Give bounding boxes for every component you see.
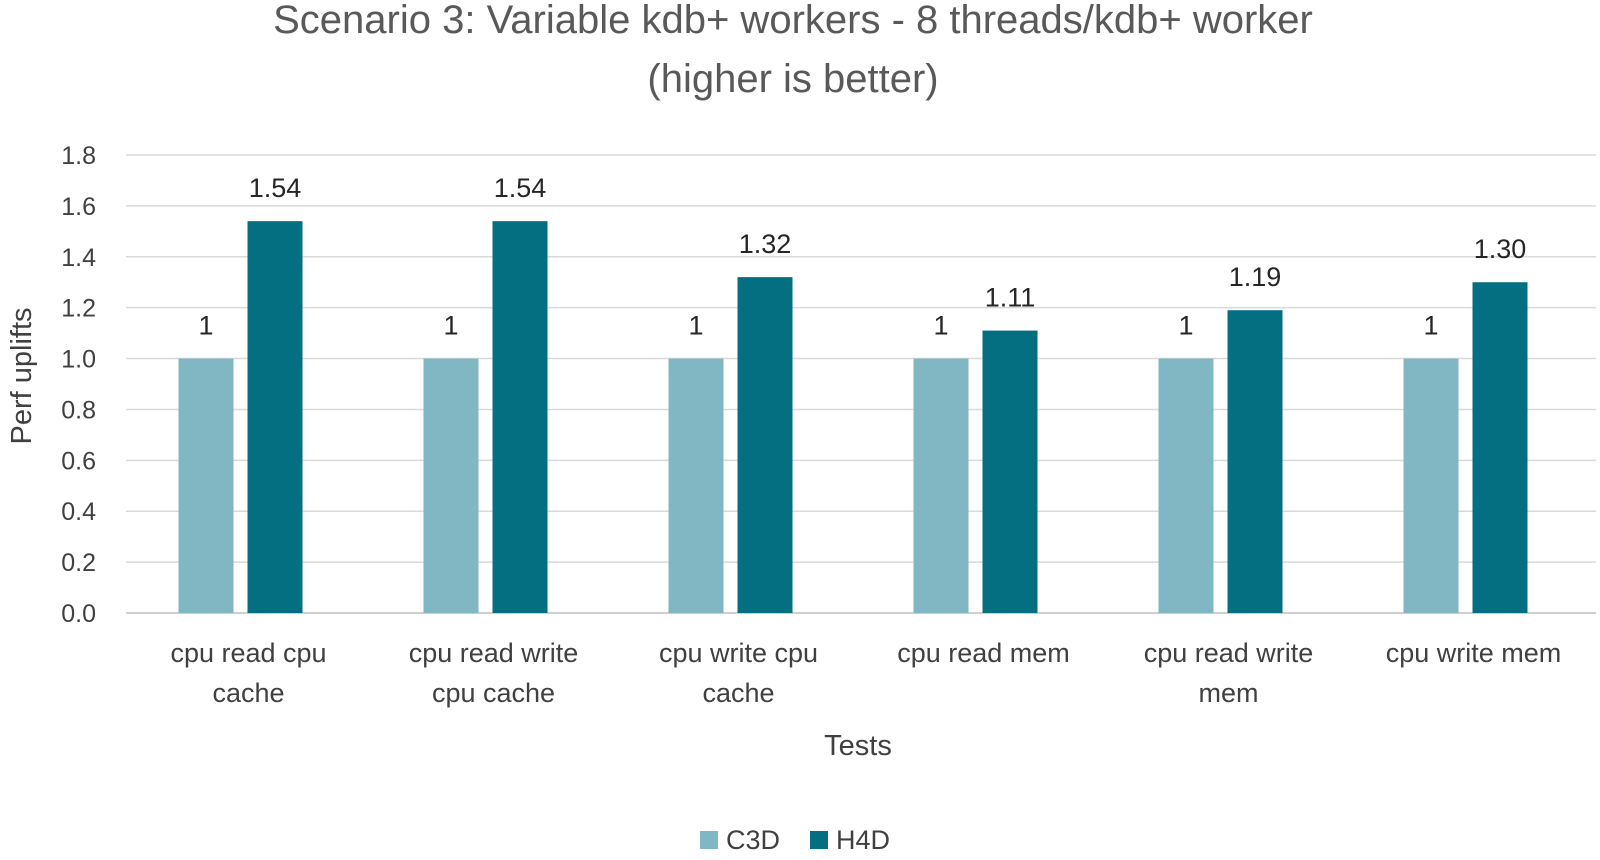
y-tick-label: 0.0 <box>61 600 96 628</box>
legend-swatch-h4d <box>810 831 828 849</box>
legend-swatch-c3d <box>700 831 718 849</box>
y-tick-label: 1.6 <box>61 193 96 221</box>
bar-c3d-3 <box>913 358 969 613</box>
x-category-label: cpu read write cpu cache <box>409 638 579 708</box>
x-category-label: cpu write mem <box>1386 638 1562 668</box>
data-label-c3d-4: 1 <box>1178 311 1193 341</box>
data-label-c3d-1: 1 <box>443 311 458 341</box>
y-tick-label: 0.2 <box>61 549 96 577</box>
data-label-h4d-3: 1.11 <box>985 283 1036 313</box>
data-label-c3d-0: 1 <box>198 311 213 341</box>
x-category-label: cpu read mem <box>897 638 1070 668</box>
x-category-label-line: mem <box>1199 678 1259 708</box>
y-tick-label: 0.8 <box>61 396 96 424</box>
x-category-label-line: cache <box>702 678 774 708</box>
y-tick-label: 1.4 <box>61 244 96 272</box>
y-tick-label: 0.6 <box>61 447 96 475</box>
y-axis-title: Perf uplifts <box>6 308 38 445</box>
x-axis-title: Tests <box>824 730 892 762</box>
bar-h4d-3 <box>982 330 1038 613</box>
data-labels: 1 1.54 1 1.54 1 1.32 1 1.11 1 1.19 1 1.30 <box>198 173 1526 340</box>
bar-c3d-5 <box>1403 358 1459 613</box>
y-tick-label: 1.2 <box>61 295 96 323</box>
y-tick-label: 0.4 <box>61 498 96 526</box>
y-tick-label: 1.0 <box>61 346 96 374</box>
y-tick-label: 1.8 <box>61 142 96 170</box>
legend-label-c3d: C3D <box>726 825 780 855</box>
bar-c3d-4 <box>1158 358 1214 613</box>
data-label-c3d-3: 1 <box>933 311 948 341</box>
data-label-c3d-2: 1 <box>688 311 703 341</box>
x-category-label-line: cpu read write <box>409 638 579 668</box>
bar-c3d-1 <box>423 358 479 613</box>
chart-title-line-2: (higher is better) <box>647 57 938 101</box>
x-category-label-line: cpu read cpu <box>170 638 326 668</box>
data-label-h4d-4: 1.19 <box>1229 262 1282 292</box>
x-category-label-line: cpu read write <box>1144 638 1314 668</box>
x-category-label-line: cpu write cpu <box>659 638 818 668</box>
x-category-label: cpu write cpu cache <box>659 638 818 708</box>
x-axis-categories: cpu read cpu cache cpu read write cpu cache… <box>170 638 1561 708</box>
x-category-label-line: cache <box>212 678 284 708</box>
data-label-c3d-5: 1 <box>1423 311 1438 341</box>
legend-label-h4d: H4D <box>836 825 890 855</box>
y-axis-ticks: 0.0 0.2 0.4 0.6 0.8 1.0 1.2 1.4 1.6 1.8 <box>61 142 96 628</box>
x-category-label: cpu read write mem <box>1144 638 1314 708</box>
data-label-h4d-1: 1.54 <box>494 173 547 203</box>
bar-h4d-1 <box>492 221 548 613</box>
legend: C3D H4D <box>700 825 890 855</box>
bar-h4d-5 <box>1472 282 1528 613</box>
gridlines <box>126 154 1596 614</box>
data-label-h4d-5: 1.30 <box>1474 234 1527 264</box>
bar-h4d-2 <box>737 277 793 613</box>
x-category-label-line: cpu cache <box>432 678 555 708</box>
bars <box>178 221 1528 613</box>
data-label-h4d-2: 1.32 <box>739 229 792 259</box>
x-category-label-line: cpu read mem <box>897 638 1070 668</box>
bar-h4d-4 <box>1227 310 1283 613</box>
data-label-h4d-0: 1.54 <box>249 173 302 203</box>
x-category-label: cpu read cpu cache <box>170 638 326 708</box>
bar-c3d-2 <box>668 358 724 613</box>
x-category-label-line: cpu write mem <box>1386 638 1562 668</box>
chart-title-line-1: Scenario 3: Variable kdb+ workers - 8 th… <box>273 0 1313 42</box>
bar-h4d-0 <box>247 221 303 613</box>
bar-c3d-0 <box>178 358 234 613</box>
